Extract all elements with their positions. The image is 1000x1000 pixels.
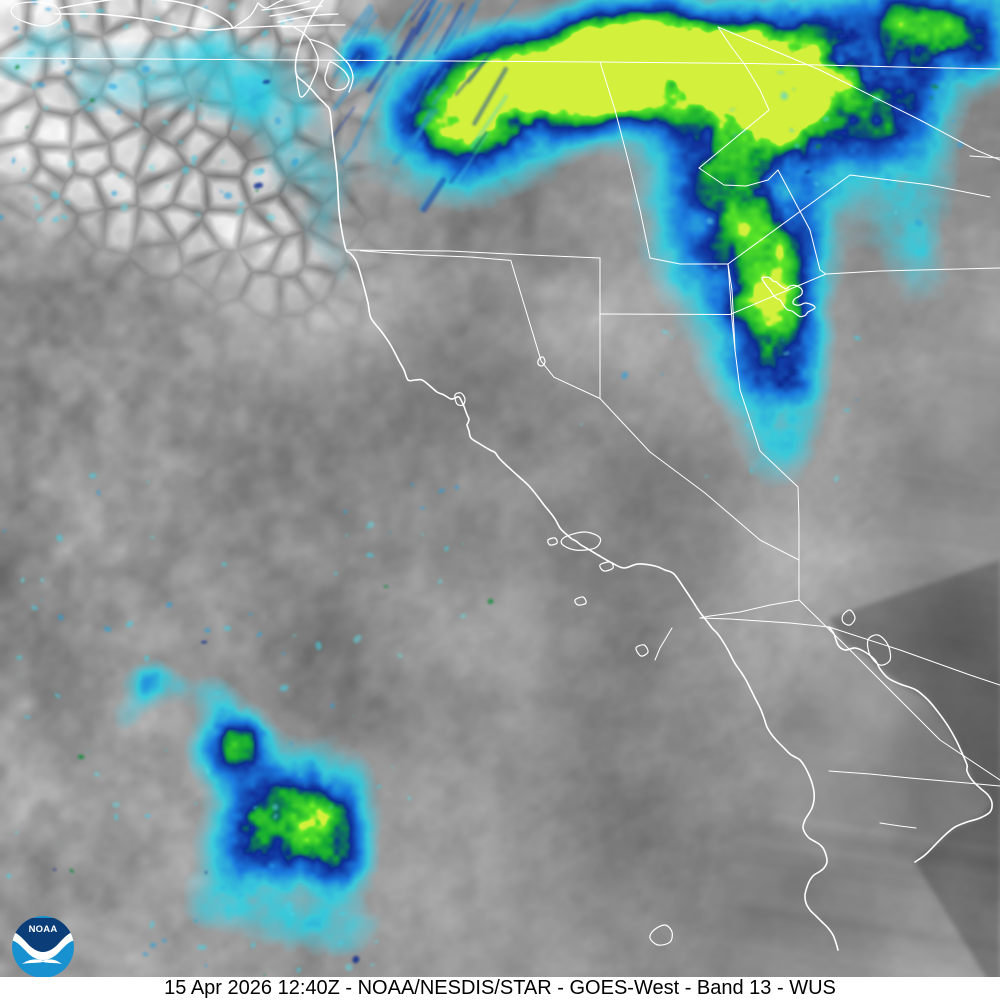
svg-text:NOAA: NOAA: [29, 924, 58, 935]
